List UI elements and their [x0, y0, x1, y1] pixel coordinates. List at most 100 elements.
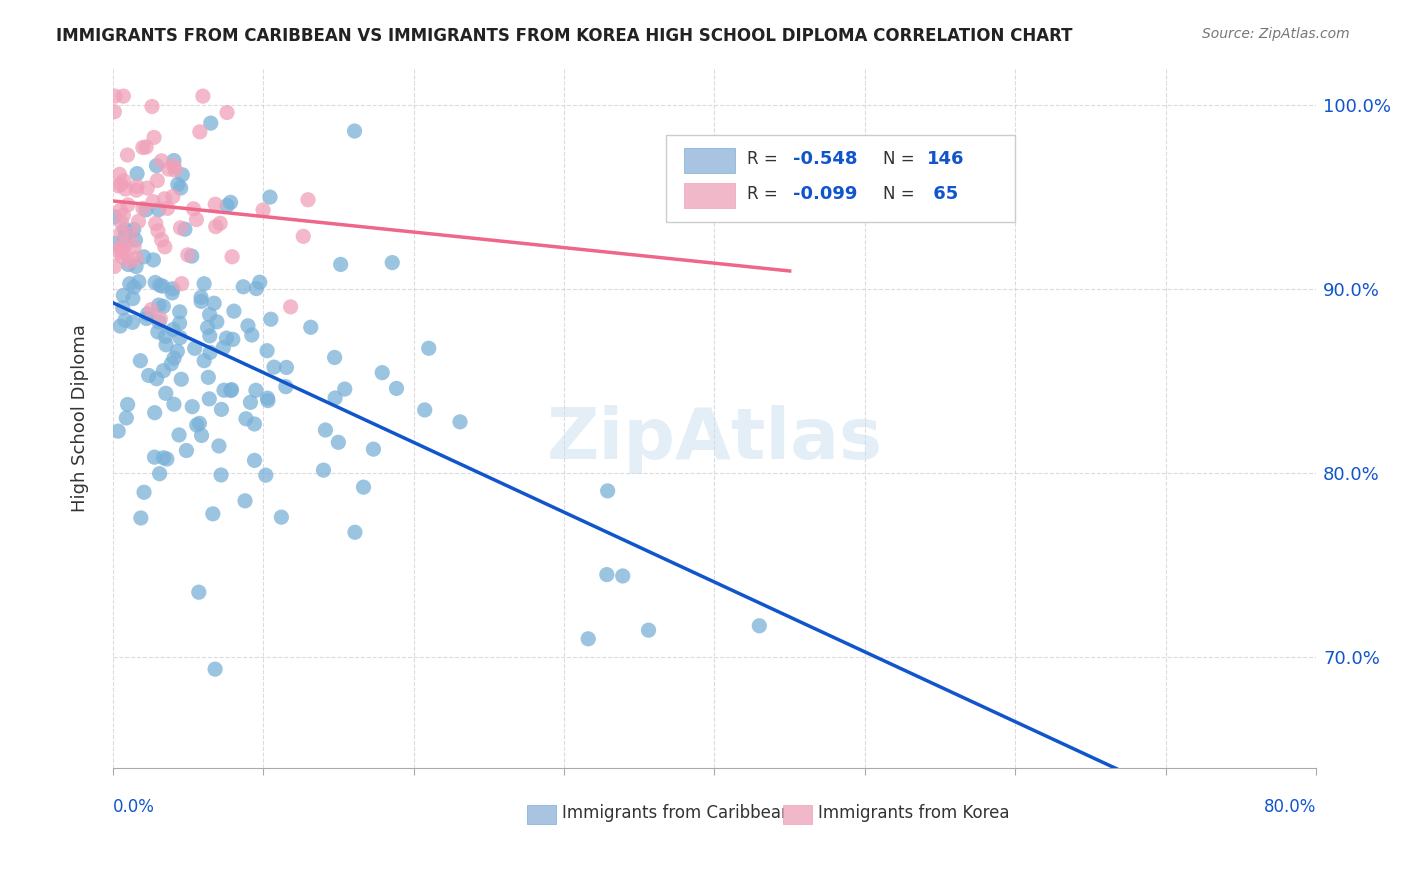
Y-axis label: High School Diploma: High School Diploma — [72, 325, 89, 512]
Point — [245, 384, 267, 398]
Point — [129, 511, 152, 525]
Point — [142, 252, 165, 267]
Point — [169, 220, 191, 235]
Point — [166, 344, 188, 359]
Point — [260, 312, 283, 326]
Point — [149, 311, 172, 326]
Point — [114, 238, 136, 252]
Point — [245, 281, 267, 295]
Text: N =: N = — [883, 186, 920, 203]
Point — [343, 525, 366, 540]
Point — [135, 140, 157, 154]
Point — [596, 567, 619, 582]
Point — [125, 260, 148, 274]
Point — [222, 332, 245, 346]
Text: Immigrants from Korea: Immigrants from Korea — [818, 805, 1010, 822]
Point — [323, 391, 346, 405]
Point — [132, 485, 155, 500]
Point — [190, 294, 212, 309]
Point — [153, 240, 176, 254]
Point — [117, 148, 139, 162]
Point — [129, 353, 152, 368]
Text: -0.099: -0.099 — [793, 186, 858, 203]
Point — [170, 372, 193, 386]
Point — [257, 393, 280, 408]
Point — [197, 370, 219, 384]
Point — [112, 244, 135, 258]
Point — [122, 222, 145, 236]
Point — [186, 417, 208, 432]
Point — [136, 307, 159, 321]
Point — [156, 452, 179, 467]
Point — [188, 417, 211, 431]
Point — [108, 241, 131, 255]
Point — [155, 386, 177, 401]
Point — [112, 89, 135, 103]
Point — [312, 463, 335, 477]
Point — [167, 428, 190, 442]
Point — [112, 208, 135, 222]
Point — [202, 296, 225, 310]
Point — [108, 245, 131, 260]
Point — [204, 662, 226, 676]
Point — [270, 510, 292, 524]
FancyBboxPatch shape — [685, 148, 735, 173]
Point — [143, 450, 166, 464]
Point — [215, 198, 238, 212]
Point — [221, 383, 243, 397]
Point — [114, 222, 136, 236]
Point — [209, 216, 232, 230]
Point — [177, 248, 200, 262]
Point — [418, 341, 440, 355]
Point — [142, 194, 165, 209]
FancyBboxPatch shape — [666, 135, 1015, 222]
Point — [156, 202, 179, 216]
Text: 0.0%: 0.0% — [112, 798, 155, 816]
Point — [163, 397, 186, 411]
Point — [152, 450, 174, 465]
Point — [209, 467, 232, 482]
Point — [110, 203, 132, 218]
Point — [235, 411, 257, 425]
Point — [190, 428, 212, 442]
Point — [233, 493, 256, 508]
Point — [256, 391, 278, 405]
Point — [145, 372, 167, 386]
Point — [124, 233, 146, 247]
Point — [122, 240, 145, 254]
Point — [135, 202, 157, 217]
Point — [254, 468, 277, 483]
Point — [104, 89, 127, 103]
Text: 80.0%: 80.0% — [1264, 798, 1316, 816]
Point — [112, 288, 135, 302]
Point — [143, 276, 166, 290]
Point — [299, 320, 322, 334]
Point — [149, 278, 172, 293]
Point — [148, 298, 170, 312]
Point — [117, 397, 139, 411]
Point — [249, 275, 271, 289]
Point — [112, 174, 135, 188]
Point — [121, 292, 143, 306]
Point — [163, 159, 186, 173]
Point — [201, 507, 224, 521]
Point — [239, 395, 262, 409]
Point — [114, 230, 136, 244]
Point — [148, 315, 170, 329]
Point — [148, 202, 170, 217]
Point — [117, 258, 139, 272]
Point — [111, 301, 134, 315]
Point — [208, 439, 231, 453]
Point — [125, 179, 148, 194]
Point — [252, 203, 274, 218]
Point — [143, 406, 166, 420]
Point — [152, 299, 174, 313]
Point — [193, 353, 215, 368]
Point — [152, 364, 174, 378]
FancyBboxPatch shape — [685, 183, 735, 209]
Point — [120, 227, 142, 241]
FancyBboxPatch shape — [527, 805, 555, 824]
Point — [292, 229, 315, 244]
Point — [127, 214, 149, 228]
Point — [127, 167, 149, 181]
